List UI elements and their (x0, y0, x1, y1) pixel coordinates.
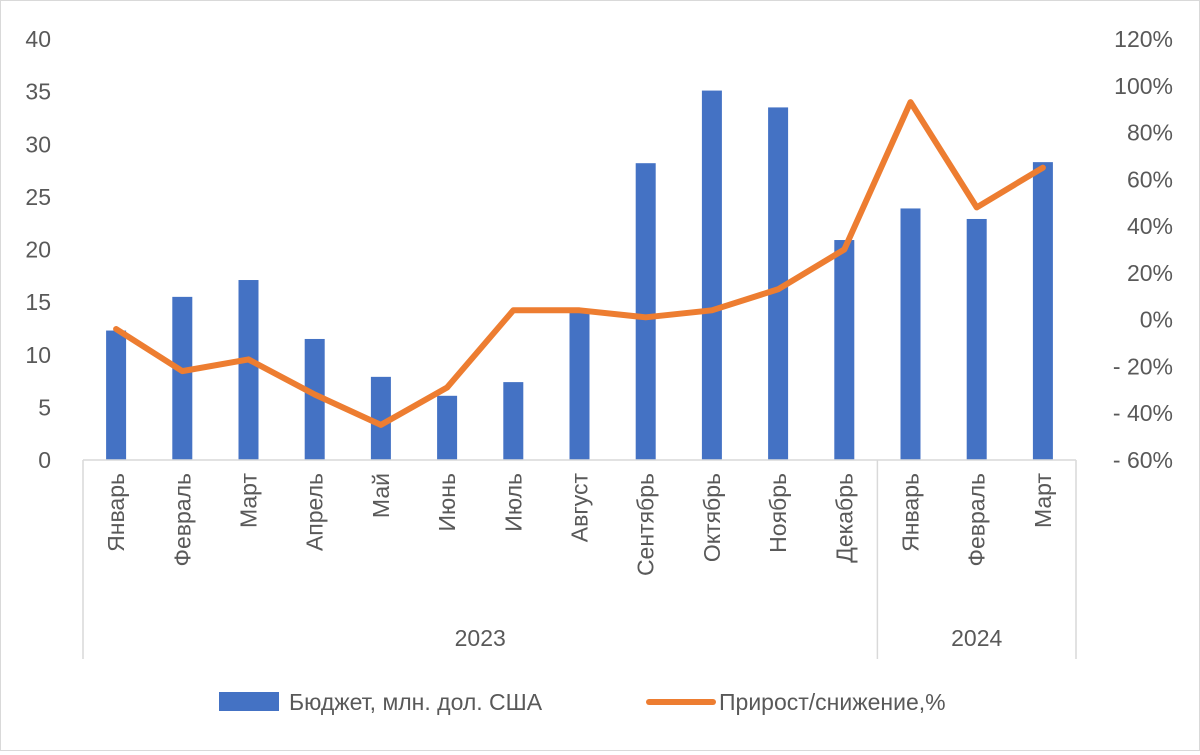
bar (569, 312, 590, 460)
right-tick-label: 40% (1127, 213, 1173, 239)
bar (966, 218, 987, 460)
category-label: Июнь (434, 473, 460, 531)
category-label: Январь (898, 473, 924, 552)
bar (172, 296, 193, 460)
right-tick-label: 20% (1127, 260, 1173, 286)
legend: Бюджет, млн. дол. США Прирост/снижение,% (219, 689, 946, 715)
left-tick-label: 30 (25, 131, 51, 157)
category-label: Февраль (169, 473, 195, 566)
right-tick-label: - 60% (1113, 447, 1173, 473)
group-label: 2023 (455, 625, 506, 651)
bar (834, 240, 855, 460)
left-tick-label: 15 (25, 289, 51, 315)
right-tick-label: 0% (1140, 307, 1173, 333)
left-tick-label: 35 (25, 79, 51, 105)
category-label: Октябрь (699, 473, 725, 562)
group-labels: 2023 2024 (455, 625, 1003, 651)
growth-line (113, 99, 1046, 428)
bar (900, 208, 921, 460)
category-labels: Январь Февраль Март Апрель Май Июнь Июль Август… (103, 473, 1056, 577)
group-label: 2024 (951, 625, 1002, 651)
bar (304, 338, 325, 460)
legend-bar-label: Бюджет, млн. дол. США (289, 689, 543, 715)
left-tick-label: 5 (38, 394, 51, 420)
bar (238, 280, 259, 460)
category-label: Февраль (964, 473, 990, 566)
left-tick-label: 0 (38, 447, 51, 473)
left-tick-label: 40 (25, 26, 51, 52)
category-label: Июль (500, 473, 526, 532)
category-label: Апрель (302, 473, 328, 551)
category-axis (82, 459, 1077, 659)
right-tick-label: 60% (1127, 166, 1173, 192)
category-label: Январь (103, 473, 129, 552)
category-label: Май (368, 473, 394, 518)
category-label: Декабрь (831, 473, 857, 563)
left-tick-label: 20 (25, 237, 51, 263)
right-axis: - 60% - 40% - 20% 0% 20% 40% 60% 80% 100% 120% (1113, 26, 1173, 473)
category-label: Сентябрь (633, 473, 659, 576)
bar (106, 330, 127, 460)
legend-line-label: Прирост/снижение,% (719, 689, 946, 715)
bar (370, 376, 391, 460)
legend-bar-swatch (219, 692, 279, 711)
right-tick-label: - 40% (1113, 400, 1173, 426)
left-tick-label: 25 (25, 184, 51, 210)
left-tick-label: 10 (25, 342, 51, 368)
right-tick-label: 120% (1114, 26, 1173, 52)
right-tick-label: 100% (1114, 73, 1173, 99)
category-label: Ноябрь (765, 473, 791, 553)
line-series (113, 99, 1046, 428)
bar (768, 107, 789, 460)
category-label: Март (1030, 473, 1056, 528)
category-label: Август (567, 473, 593, 543)
category-label: Март (236, 473, 262, 528)
left-axis: 0 5 10 15 20 25 30 35 40 (25, 26, 51, 473)
bar (1032, 162, 1053, 460)
bar (635, 163, 656, 460)
bar (437, 395, 458, 460)
bar (503, 382, 524, 460)
right-tick-label: - 20% (1113, 353, 1173, 379)
right-tick-label: 80% (1127, 120, 1173, 146)
bar-series (106, 90, 1053, 460)
bar (701, 90, 722, 460)
